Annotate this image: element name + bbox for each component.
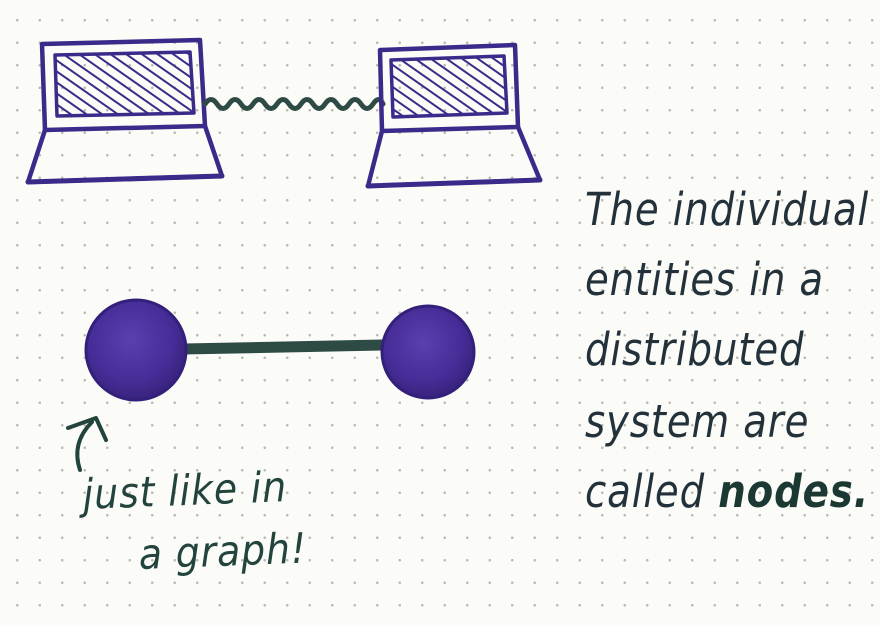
graph-node-left-icon xyxy=(84,298,188,402)
graph-node-right-icon xyxy=(380,304,476,400)
caption-emphasis-nodes: nodes. xyxy=(718,465,870,518)
graph-edge xyxy=(177,339,391,355)
caption-line-3: distributed xyxy=(585,323,805,376)
wavy-connection-icon xyxy=(202,97,386,111)
caption-line-4: system are xyxy=(585,395,810,448)
caption-line-1: The individual xyxy=(585,183,870,236)
caption-line-2: entities in a xyxy=(585,253,824,306)
laptop-left-icon xyxy=(25,37,225,185)
side-note-line-1: just like in xyxy=(82,462,288,519)
laptop-right-icon xyxy=(365,42,543,189)
arrow-up-icon xyxy=(66,416,108,472)
caption-called: called xyxy=(585,465,706,518)
side-note-line-2: a graph! xyxy=(138,523,308,579)
caption-line-5: called nodes. xyxy=(585,462,869,521)
